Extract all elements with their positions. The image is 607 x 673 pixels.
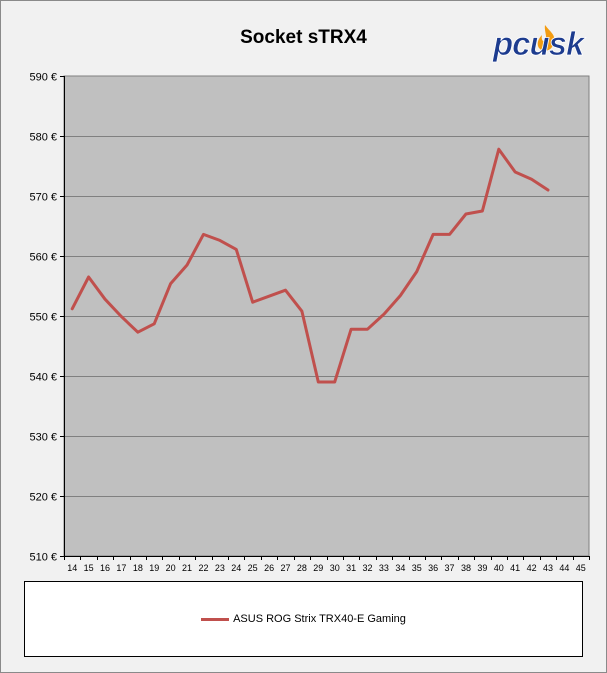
x-tick-label: 45 [576,563,586,573]
x-tick-label: 24 [231,563,241,573]
x-tick-label: 35 [412,563,422,573]
chart-title: Socket sTRX4 [240,27,367,48]
y-tick-label: 570 € [29,192,57,204]
x-tick-label: 17 [116,563,126,573]
x-tick-label: 34 [395,563,405,573]
x-tick-label: 39 [477,563,487,573]
y-tick-label: 590 € [29,72,57,84]
pcusk-logo: pcusk [492,25,588,63]
legend-label: ASUS ROG Strix TRX40-E Gaming [233,613,406,625]
legend-item: ASUS ROG Strix TRX40-E Gaming [25,613,582,625]
y-tick-label: 550 € [29,312,57,324]
y-tick-label: 560 € [29,252,57,264]
x-tick-label: 28 [297,563,307,573]
x-tick-label: 14 [67,563,77,573]
x-tick-label: 36 [428,563,438,573]
x-tick-label: 44 [559,563,569,573]
y-tick-label: 520 € [29,492,57,504]
y-tick-label: 530 € [29,432,57,444]
x-tick-label: 26 [264,563,274,573]
x-tick-label: 20 [166,563,176,573]
legend-swatch [201,617,230,621]
x-tick-label: 16 [100,563,110,573]
legend: ASUS ROG Strix TRX40-E Gaming [24,581,583,657]
series-line [70,147,550,384]
x-tick-label: 19 [149,563,159,573]
y-tick-label: 540 € [29,372,57,384]
x-tick-label: 32 [363,563,373,573]
x-tick-label: 33 [379,563,389,573]
x-tick-label: 15 [84,563,94,573]
x-tick-label: 38 [461,563,471,573]
x-tick-label: 23 [215,563,225,573]
y-tick-label: 510 € [29,552,57,564]
x-tick-label: 42 [527,563,537,573]
x-tick-label: 30 [330,563,340,573]
x-tick-label: 25 [248,563,258,573]
x-tick-label: 41 [510,563,520,573]
logo-text: pcusk [492,25,586,62]
x-tick-label: 22 [198,563,208,573]
x-tick-label: 31 [346,563,356,573]
x-tick-label: 43 [543,563,553,573]
x-tick-label: 21 [182,563,192,573]
x-tick-label: 37 [445,563,455,573]
x-tick-label: 40 [494,563,504,573]
chart-plot: 510 € 520 € 530 € 540 € 550 € 560 € 570 € 580 €… [29,72,590,573]
x-tick-label: 27 [280,563,290,573]
y-tick-label: 580 € [29,132,57,144]
x-tick-label: 18 [133,563,143,573]
x-tick-label: 29 [313,563,323,573]
logo-flame-icon [537,25,555,51]
